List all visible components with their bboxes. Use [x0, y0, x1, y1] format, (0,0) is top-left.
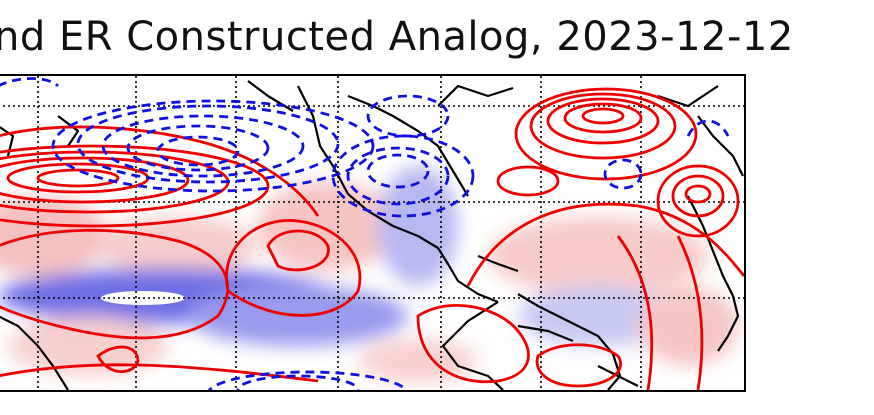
analog-map: [0, 76, 744, 390]
shaded-anomaly-field: [0, 166, 738, 383]
positive-contours: [0, 87, 744, 390]
map-panel: [0, 74, 746, 392]
negative-contours: [0, 77, 730, 390]
map-title: nd ER Constructed Analog, 2023-12-12: [0, 14, 794, 60]
